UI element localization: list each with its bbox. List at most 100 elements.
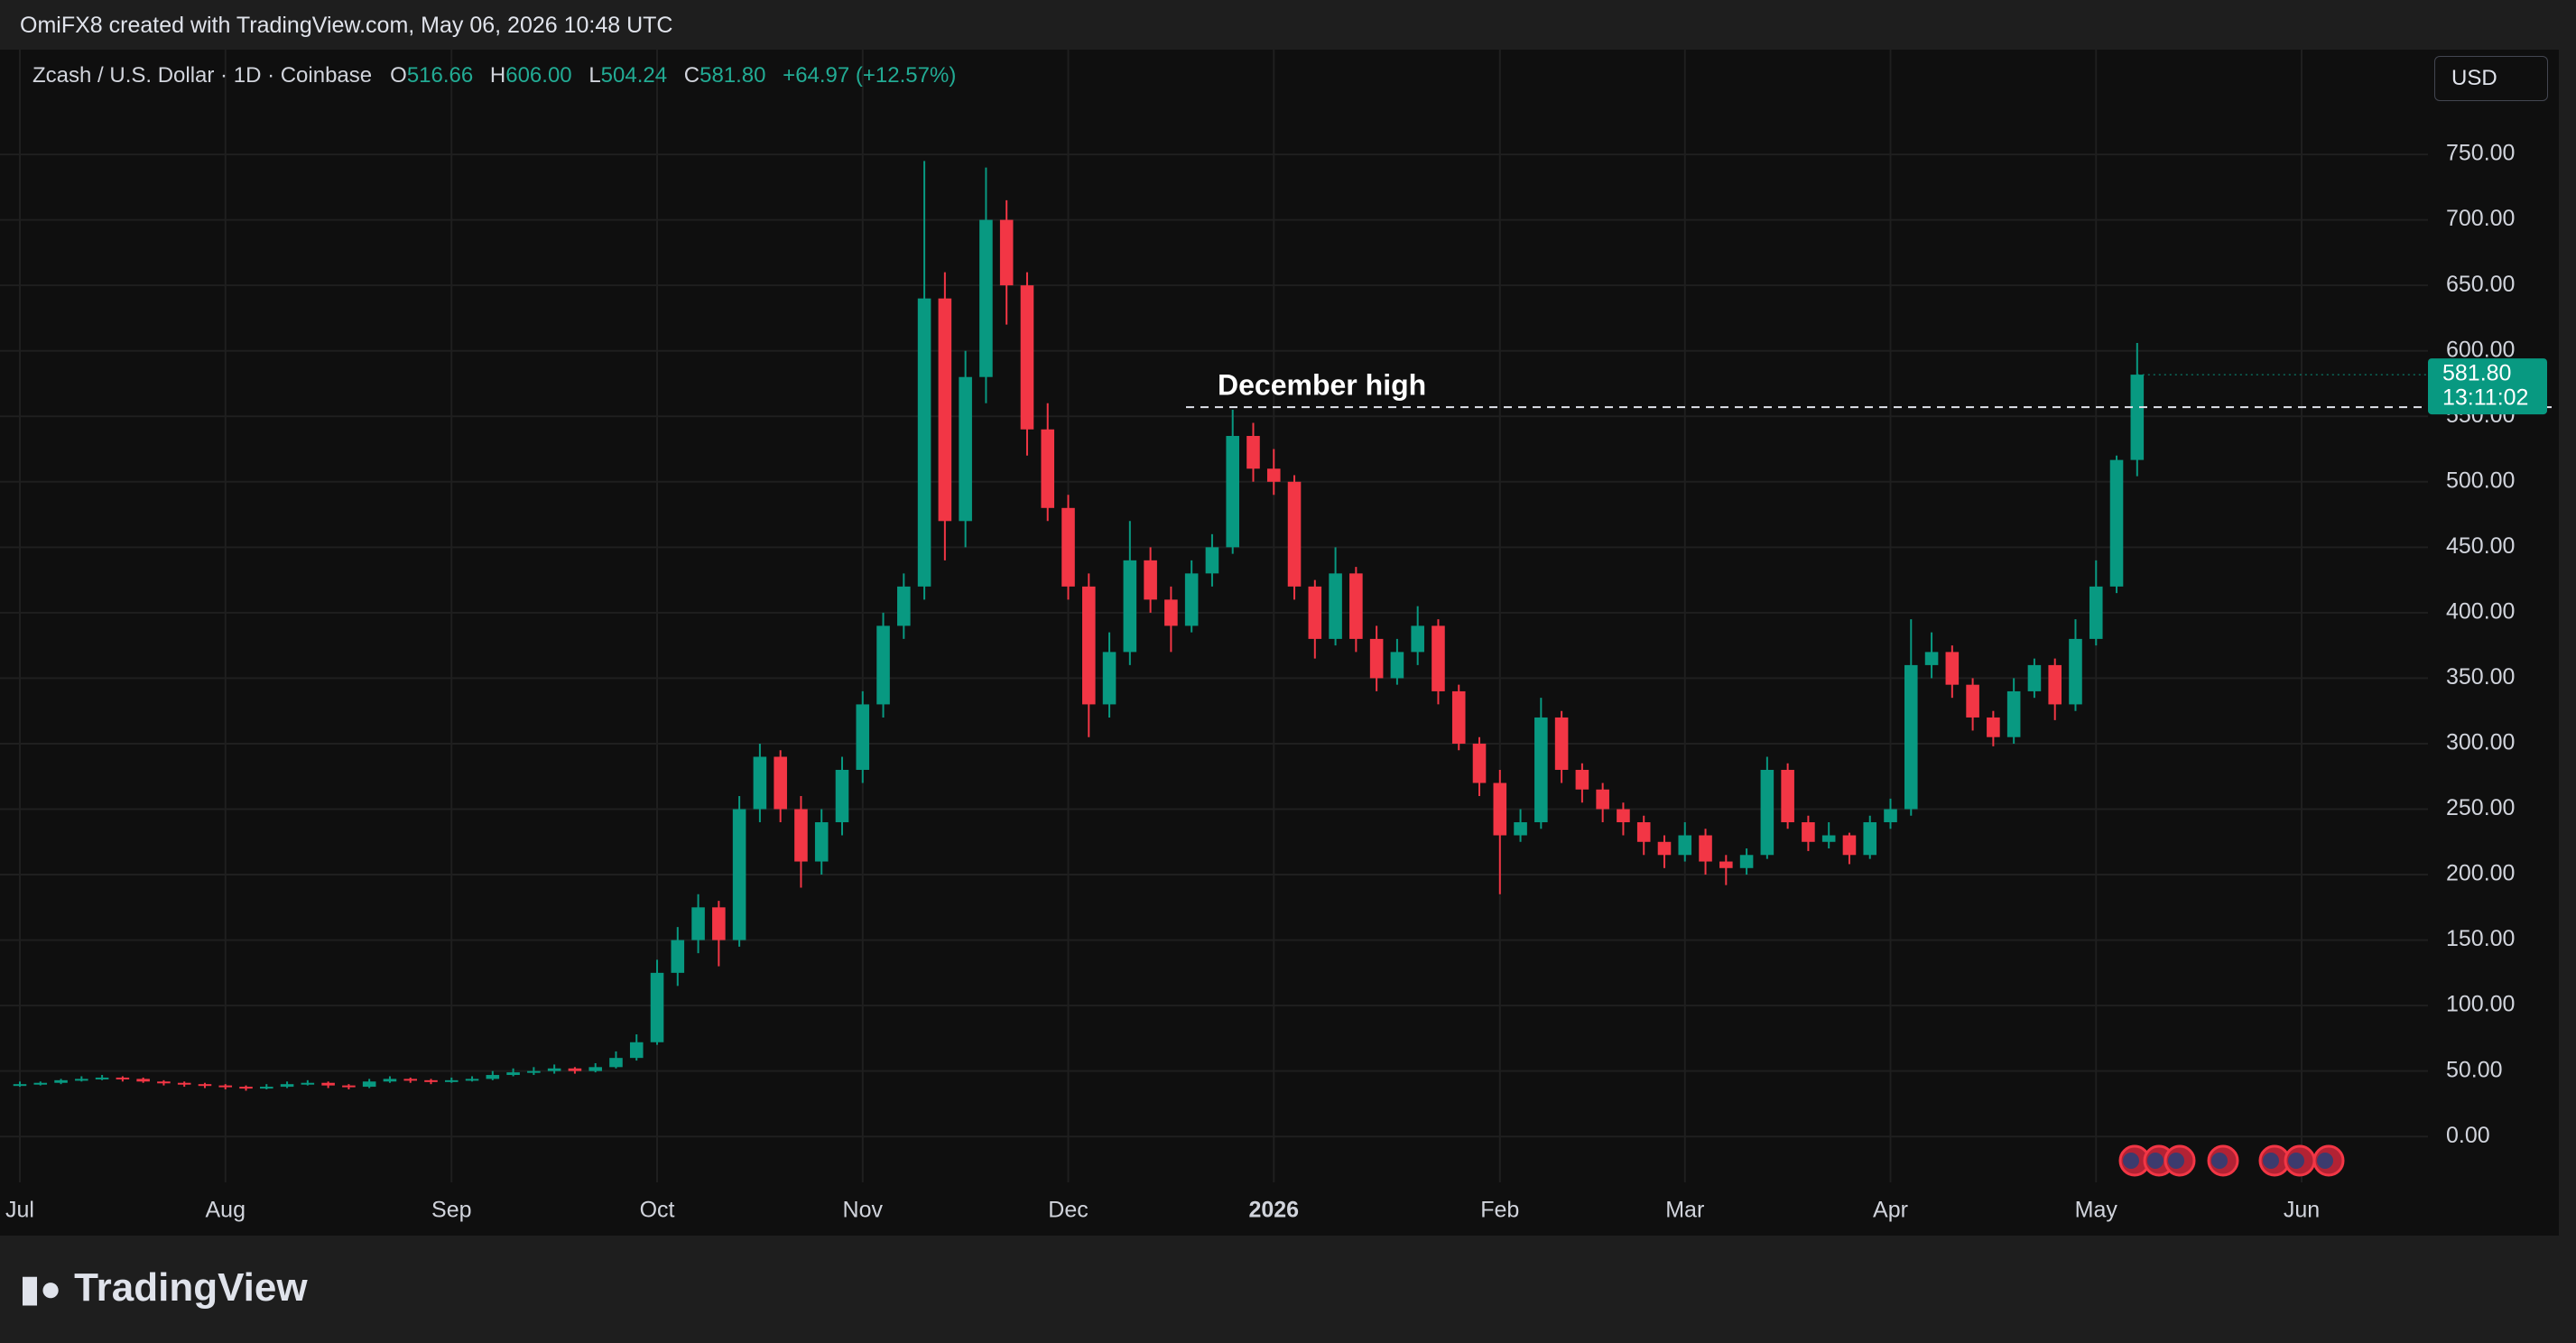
candle-body: [835, 769, 849, 823]
h-value: 606.00: [505, 63, 572, 88]
candle-body: [568, 1068, 582, 1071]
candle-body: [2069, 638, 2082, 705]
candle-body: [1739, 855, 1754, 868]
candle-body: [465, 1079, 479, 1081]
candle-body: [2027, 664, 2042, 691]
candle-body: [444, 1079, 459, 1082]
chart-panel: [0, 50, 2559, 1236]
candle-body: [239, 1087, 253, 1089]
event-icon: [2168, 1153, 2184, 1169]
candle-body: [732, 809, 746, 940]
candle-body: [321, 1082, 335, 1086]
candle-body: [1493, 783, 1507, 836]
y-tick-label: 600.00: [2446, 337, 2515, 362]
candle-body: [1082, 586, 1096, 705]
candle-body: [876, 625, 890, 705]
candle-body: [1884, 809, 1897, 823]
candle-body: [13, 1084, 27, 1087]
candle-body: [1575, 769, 1589, 790]
x-tick-label: Aug: [206, 1198, 246, 1223]
y-tick-label: 500.00: [2446, 468, 2515, 493]
brand-name: TradingView: [74, 1265, 308, 1310]
candle-body: [1205, 547, 1219, 574]
candle-body: [1020, 285, 1034, 430]
candle-body: [1924, 652, 1939, 665]
y-tick-label: 150.00: [2446, 926, 2515, 951]
candle-body: [1966, 684, 1979, 718]
candle-body: [671, 940, 685, 973]
candle-body: [1945, 652, 1960, 685]
x-tick-label: Oct: [640, 1198, 675, 1223]
candle-body: [280, 1084, 294, 1088]
y-tick-label: 200.00: [2446, 861, 2515, 886]
candle-body: [774, 756, 787, 810]
y-tick-label: 300.00: [2446, 730, 2515, 755]
candle-body: [1041, 429, 1055, 508]
y-tick-label: 750.00: [2446, 141, 2515, 166]
x-tick-label: 2026: [1248, 1198, 1299, 1223]
candle-body: [75, 1079, 88, 1081]
candle-body: [1061, 507, 1075, 587]
event-icon: [2211, 1153, 2228, 1169]
y-tick-label: 350.00: [2446, 664, 2515, 690]
candle-body: [1617, 809, 1630, 823]
y-tick-label: 650.00: [2446, 272, 2515, 297]
x-tick-label: Sep: [431, 1198, 471, 1223]
candle-body: [999, 219, 1014, 286]
y-tick-label: 450.00: [2446, 533, 2515, 559]
candle-body: [1287, 481, 1302, 587]
candle-body: [1144, 560, 1157, 600]
event-icon: [2263, 1153, 2279, 1169]
candle-body: [157, 1081, 171, 1084]
candle-body: [1472, 743, 1487, 783]
candle-body: [1123, 560, 1137, 653]
legend: Zcash / U.S. Dollar · 1D · Coinbase O516…: [32, 63, 967, 88]
candle-body: [1329, 573, 1342, 639]
o-key: O: [390, 63, 407, 88]
l-key: L: [588, 63, 601, 88]
candle-body: [2109, 459, 2124, 587]
x-tick-label: May: [2075, 1198, 2118, 1223]
currency-button[interactable]: USD: [2434, 56, 2548, 101]
candle-body: [609, 1058, 623, 1068]
candle-body: [1781, 769, 1794, 823]
event-icon: [2288, 1153, 2304, 1169]
candle-body: [1554, 717, 1569, 770]
candle-body: [95, 1077, 109, 1079]
candle-body: [33, 1082, 48, 1085]
candle-body: [1802, 822, 1815, 842]
candle-body: [1451, 690, 1466, 744]
candle-body: [794, 809, 808, 862]
logo-icon: ▮●: [20, 1269, 62, 1309]
candle-body: [814, 822, 829, 862]
candle-body: [260, 1087, 273, 1089]
event-icon: [2123, 1153, 2139, 1169]
x-tick-label: Jun: [2284, 1198, 2320, 1223]
x-tick-label: Jul: [5, 1198, 34, 1223]
candle-body: [424, 1079, 438, 1082]
candle-body: [1369, 638, 1384, 679]
candle-body: [527, 1070, 541, 1073]
candle-body: [1760, 769, 1774, 856]
candle-body: [2006, 690, 2021, 737]
candle-body: [1821, 835, 1836, 842]
candle-body: [1390, 652, 1404, 679]
candle-body: [691, 907, 705, 940]
c-key: C: [683, 63, 700, 88]
symbol: Zcash / U.S. Dollar · 1D · Coinbase: [32, 63, 373, 88]
candle-body: [1636, 822, 1651, 842]
candle-body: [1266, 468, 1281, 482]
candle-body: [116, 1077, 130, 1079]
annotation-label: December high: [1218, 369, 1426, 402]
candle-body: [1534, 717, 1548, 823]
candle-body: [753, 756, 767, 810]
candle-body: [1699, 835, 1712, 862]
y-tick-label: 50.00: [2446, 1057, 2503, 1082]
candle-body: [1308, 586, 1322, 639]
candle-body: [1164, 599, 1178, 626]
x-tick-label: Dec: [1048, 1198, 1088, 1223]
h-key: H: [489, 63, 506, 88]
o-value: 516.66: [406, 63, 474, 88]
